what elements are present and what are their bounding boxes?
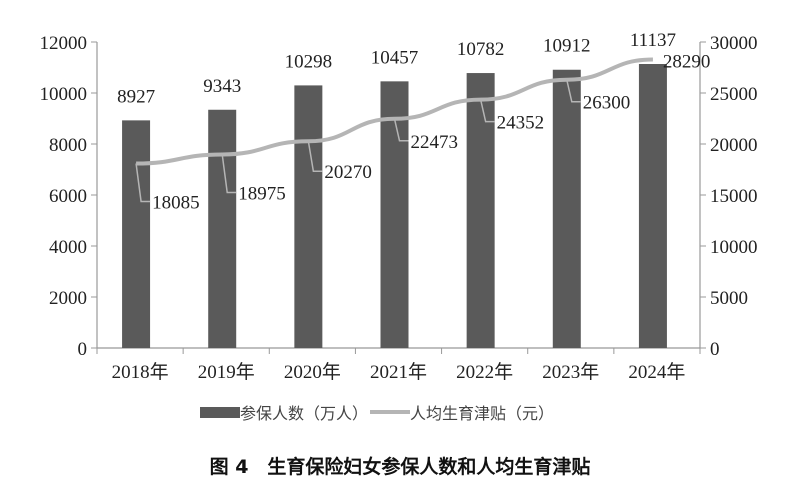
right-tick-label: 20000: [710, 135, 758, 156]
bar: [294, 85, 323, 348]
chart: 0 2000 4000 6000 8000 10000 12000 0 5000 10000 150…: [40, 30, 758, 383]
line-label-leader: [135, 163, 151, 203]
bar-value-label: 10298: [285, 51, 333, 72]
bar-value-label: 10912: [543, 36, 591, 57]
x-tick-label: 2023年: [542, 361, 599, 383]
line-label-leader: [221, 154, 237, 194]
left-tick-label: 4000: [49, 237, 87, 258]
x-tick-label: 2021年: [370, 361, 427, 383]
left-tick-label: 6000: [49, 186, 87, 207]
right-tick-label: 15000: [710, 186, 758, 207]
x-tick-label: 2024年: [628, 361, 685, 383]
right-tick-label: 5000: [710, 288, 748, 309]
right-tick-label: 10000: [710, 237, 758, 258]
line-value-label: 24352: [497, 113, 544, 134]
right-tick-label: 25000: [710, 84, 758, 105]
line-value-label: 20270: [324, 162, 372, 183]
bar-value-label: 9343: [203, 76, 241, 97]
line-value-label: 18975: [238, 183, 286, 204]
legend-label-bar: 参保人数（万人）: [240, 404, 369, 423]
x-tick-label: 2022年: [456, 361, 513, 383]
left-tick-label: 8000: [49, 135, 87, 156]
left-tick-label: 12000: [40, 33, 88, 54]
legend-swatch-line: [370, 410, 411, 414]
legend-label-line: 人均生育津贴（元）: [410, 404, 555, 423]
bar-value-label: 8927: [117, 86, 155, 107]
bar: [466, 73, 495, 349]
line-label-leader: [307, 141, 323, 172]
bar: [380, 81, 409, 348]
line-value-label: 18085: [152, 193, 200, 214]
bar-value-label: 10782: [457, 39, 505, 60]
line-value-label: 26300: [583, 93, 631, 114]
x-tick-label: 2020年: [284, 361, 341, 383]
bar: [122, 120, 151, 348]
bar-value-label: 11137: [630, 30, 676, 51]
right-tick-label: 30000: [710, 33, 758, 54]
chart-title: 图 4 生育保险妇女参保人数和人均生育津贴: [209, 456, 591, 478]
line-value-label: 22473: [411, 132, 459, 153]
bar-value-label: 10457: [371, 47, 419, 68]
line-label-leader: [479, 99, 495, 123]
bar: [552, 69, 581, 348]
line-label-leader: [566, 79, 581, 103]
x-tick-label: 2018年: [112, 361, 169, 383]
line-value-label: 28290: [663, 51, 711, 72]
left-tick-label: 0: [78, 339, 88, 360]
left-tick-label: 10000: [40, 84, 88, 105]
legend-swatch-bar: [200, 406, 240, 418]
line-label-leader: [393, 118, 409, 142]
legend: 参保人数（万人） 人均生育津贴（元）: [200, 400, 554, 424]
right-tick-label: 0: [710, 339, 720, 360]
left-tick-label: 2000: [49, 288, 87, 309]
x-tick-label: 2019年: [198, 361, 255, 383]
bar: [638, 64, 667, 348]
bar: [208, 109, 237, 348]
